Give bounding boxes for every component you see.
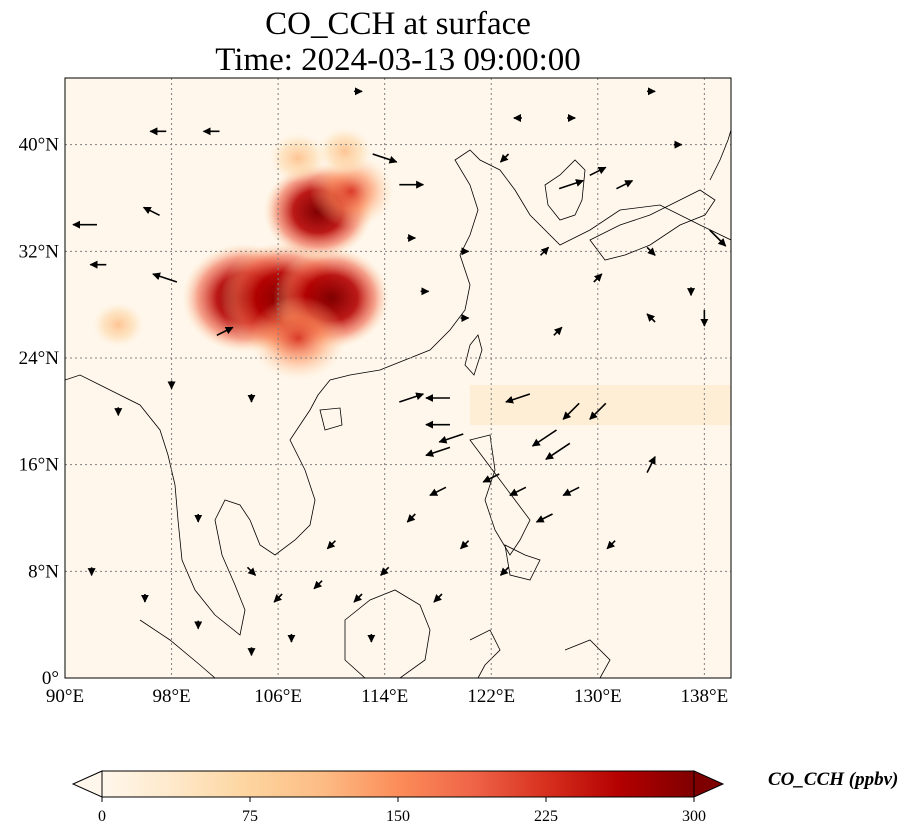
wind-arrow [273, 593, 283, 603]
lon-tick-label: 130°E [574, 686, 622, 707]
wind-arrow [531, 429, 557, 447]
longitude-axis: 90°E 98°E 106°E 114°E 122°E 130°E 138°E [46, 686, 728, 707]
wind-arrow [646, 246, 656, 256]
wind-arrow [152, 272, 178, 283]
gridlines [64, 78, 731, 679]
wind-arrow [499, 153, 510, 163]
colorbar-label: CO_CCH (ppbv) [768, 769, 899, 790]
lon-tick-label: 90°E [46, 686, 84, 707]
wind-arrow [460, 540, 470, 550]
wind-arrow [372, 153, 398, 164]
wind-arrow [535, 513, 553, 523]
colorbar: 0 75 150 225 300 [71, 770, 725, 825]
wind-arrow [353, 593, 363, 603]
concentration-hotspot [269, 132, 328, 184]
wind-arrow [562, 486, 580, 497]
wind-arrow [246, 566, 257, 576]
lon-tick-label: 114°E [361, 686, 408, 707]
wind-vectors [72, 87, 727, 657]
wind-arrow [593, 273, 603, 283]
coastlines [65, 129, 731, 678]
map-background [65, 78, 731, 678]
wind-arrow [216, 326, 234, 337]
wind-arrow [553, 326, 563, 336]
wind-arrow [326, 540, 336, 550]
concentration-hotspot [309, 154, 394, 228]
wind-arrow [482, 473, 500, 483]
wind-arrow [313, 580, 323, 590]
lon-tick-label: 106°E [254, 686, 302, 707]
map-title: CO_CCH at surface [265, 6, 531, 42]
wind-arrow [606, 540, 616, 550]
wind-arrow [499, 566, 510, 576]
wind-arrow [709, 229, 727, 247]
lat-tick-label: 16°N [19, 455, 60, 476]
map-time-subtitle: Time: 2024-03-13 09:00:00 [215, 42, 581, 78]
wind-arrow [539, 246, 550, 256]
lat-tick-label: 40°N [19, 135, 60, 156]
wind-arrow [589, 166, 607, 177]
wind-arrow [646, 455, 656, 474]
lon-tick-label: 98°E [152, 686, 190, 707]
wind-arrow [380, 566, 390, 576]
wind-arrow [399, 392, 425, 403]
lon-tick-label: 122°E [467, 686, 515, 707]
concentration-hotspot [92, 302, 145, 348]
lat-tick-label: 8°N [28, 561, 59, 582]
wind-arrow [438, 433, 464, 444]
colorbar-under-extension [71, 770, 103, 798]
wind-arrow [646, 313, 656, 323]
lat-tick-label: 32°N [19, 241, 60, 262]
wind-arrow [616, 179, 634, 190]
colorbar-tick-label: 300 [682, 808, 706, 825]
latitude-axis: 0° 8°N 16°N 24°N 32°N 40°N [19, 135, 60, 689]
wind-arrow [558, 179, 584, 190]
wind-arrow [429, 486, 447, 497]
colorbar-over-extension [693, 770, 725, 798]
wind-arrow [406, 513, 416, 523]
lon-tick-label: 138°E [681, 686, 729, 707]
wind-arrow [425, 446, 451, 457]
wind-arrow [545, 442, 571, 460]
colorbar-tick-label: 0 [98, 808, 106, 825]
wind-arrow [509, 486, 527, 497]
wind-arrow [142, 206, 160, 217]
concentration-hotspot [317, 127, 373, 176]
colorbar-tick-label: 75 [242, 808, 258, 825]
colorbar-gradient [102, 771, 694, 797]
colorbar-tick-label: 150 [386, 808, 410, 825]
wind-arrow [505, 393, 531, 404]
concentration-hotspot [249, 296, 347, 380]
lat-tick-label: 24°N [19, 348, 60, 369]
wind-arrow [433, 593, 443, 603]
concentration-field [92, 127, 731, 425]
colorbar-tick-label: 225 [534, 808, 558, 825]
map-frame [64, 77, 732, 679]
lat-tick-label: 0° [42, 668, 59, 689]
wind-arrow [589, 402, 607, 420]
wind-arrow [562, 402, 580, 420]
